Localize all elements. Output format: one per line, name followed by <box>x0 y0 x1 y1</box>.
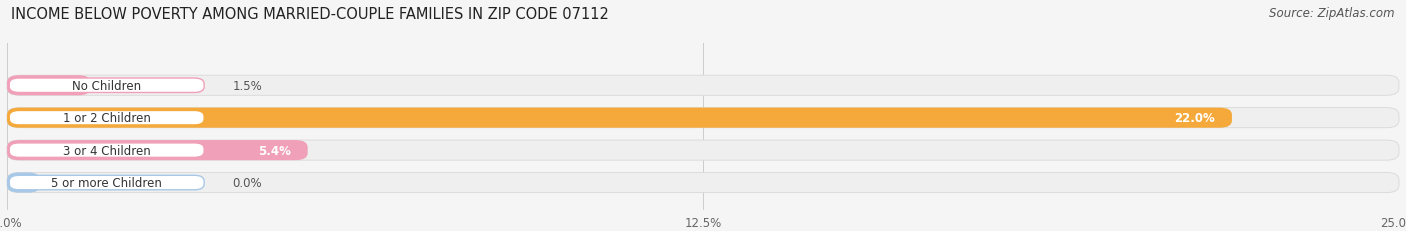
FancyBboxPatch shape <box>10 143 204 158</box>
FancyBboxPatch shape <box>7 140 308 161</box>
FancyBboxPatch shape <box>10 79 204 93</box>
Text: 1.5%: 1.5% <box>232 79 263 92</box>
Text: 5.4%: 5.4% <box>259 144 291 157</box>
Text: 3 or 4 Children: 3 or 4 Children <box>63 144 150 157</box>
FancyBboxPatch shape <box>7 108 1399 128</box>
FancyBboxPatch shape <box>10 176 204 190</box>
Text: INCOME BELOW POVERTY AMONG MARRIED-COUPLE FAMILIES IN ZIP CODE 07112: INCOME BELOW POVERTY AMONG MARRIED-COUPL… <box>11 7 609 22</box>
Text: Source: ZipAtlas.com: Source: ZipAtlas.com <box>1270 7 1395 20</box>
Text: No Children: No Children <box>72 79 141 92</box>
FancyBboxPatch shape <box>7 76 1399 96</box>
FancyBboxPatch shape <box>10 111 204 125</box>
FancyBboxPatch shape <box>7 173 1399 193</box>
Text: 1 or 2 Children: 1 or 2 Children <box>63 112 150 125</box>
Text: 22.0%: 22.0% <box>1174 112 1215 125</box>
FancyBboxPatch shape <box>7 76 90 96</box>
FancyBboxPatch shape <box>7 140 1399 161</box>
FancyBboxPatch shape <box>7 173 41 193</box>
Text: 5 or more Children: 5 or more Children <box>51 176 162 189</box>
Text: 0.0%: 0.0% <box>232 176 262 189</box>
FancyBboxPatch shape <box>7 108 1232 128</box>
